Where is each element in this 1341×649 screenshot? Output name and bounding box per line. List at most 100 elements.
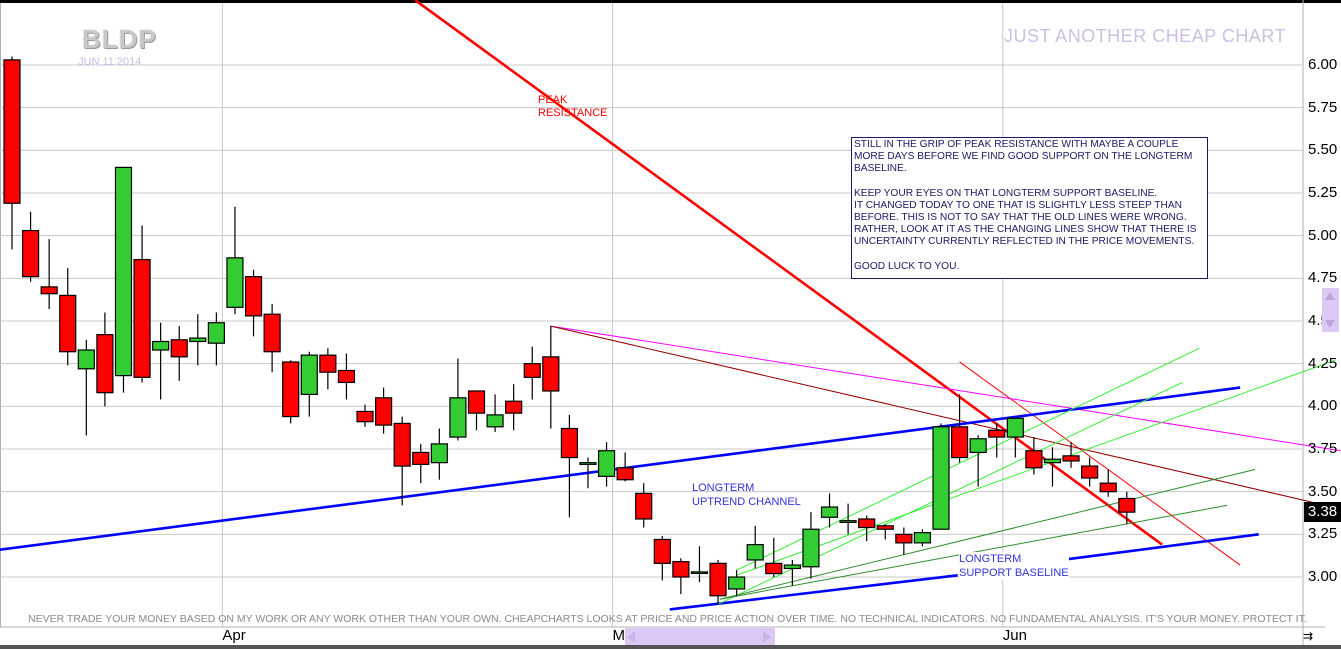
candle-body xyxy=(579,462,597,465)
candle xyxy=(263,303,281,373)
candle xyxy=(672,558,690,595)
candle-body xyxy=(858,518,876,529)
y-tick-label: 6.00 xyxy=(1308,56,1338,73)
candle xyxy=(40,239,58,310)
candle xyxy=(560,414,579,518)
y-tick-label: 4.75 xyxy=(1308,269,1338,287)
candle-body xyxy=(189,337,207,343)
candle xyxy=(486,394,504,432)
label-support-baseline: LONGTERM SUPPORT BASELINE xyxy=(959,552,1069,580)
candle xyxy=(430,428,448,480)
candle xyxy=(300,351,318,417)
candle xyxy=(913,529,932,547)
candle xyxy=(597,442,616,487)
candle xyxy=(152,322,170,400)
horizontal-scrollbar-thumb[interactable] xyxy=(625,628,775,646)
scroll-right-icon[interactable] xyxy=(763,631,771,643)
candle-body xyxy=(950,426,969,459)
candle-body xyxy=(1062,455,1080,462)
y-tick-label: 4.25 xyxy=(1308,354,1338,372)
candle-body xyxy=(709,562,727,597)
vertical-scrollbar-thumb[interactable] xyxy=(1322,288,1339,332)
candle xyxy=(728,570,746,596)
candle xyxy=(932,423,950,530)
candle xyxy=(505,384,523,431)
candle-body xyxy=(244,276,263,317)
candle xyxy=(1118,491,1136,525)
candle-body xyxy=(765,562,783,575)
candle xyxy=(319,348,337,390)
candle xyxy=(412,443,430,484)
candle xyxy=(616,452,634,482)
candle-body xyxy=(263,313,281,353)
scale-toggle-icon[interactable]: ⇉ xyxy=(1303,629,1314,643)
candle-body xyxy=(876,525,894,530)
candle-body xyxy=(728,576,746,590)
candle xyxy=(21,211,40,282)
candle xyxy=(226,206,244,315)
y-tick-label: 3.00 xyxy=(1308,568,1338,585)
candle-body xyxy=(672,561,690,578)
candle-body xyxy=(820,506,839,518)
candle xyxy=(895,527,913,555)
scroll-down-icon[interactable] xyxy=(1325,320,1335,328)
x-tick-label: Jun xyxy=(1002,627,1027,644)
candle-body xyxy=(802,528,820,568)
candle-body xyxy=(932,426,950,530)
candle xyxy=(393,416,411,506)
y-tick-label: 3.25 xyxy=(1308,525,1338,543)
candle-body xyxy=(783,564,801,570)
candle xyxy=(207,312,225,366)
trendline-fan-darkgreen-1 xyxy=(719,469,1256,600)
candle-body xyxy=(969,438,987,454)
candle xyxy=(969,435,987,487)
candle-body xyxy=(505,400,523,414)
candle xyxy=(783,559,801,586)
candle xyxy=(1025,437,1043,475)
candle-body xyxy=(300,354,318,395)
label-uptrend-channel: LONGTERM UPTREND CHANNEL xyxy=(692,482,801,508)
label-peak-resistance: PEAK RESISTANCE xyxy=(538,94,608,119)
candle xyxy=(839,503,857,535)
candle-body xyxy=(523,363,541,378)
candle-body xyxy=(1043,458,1062,464)
candle-body xyxy=(356,410,374,423)
candle-body xyxy=(1118,497,1136,513)
candle-body xyxy=(635,492,653,520)
candle-body xyxy=(207,322,225,344)
candle xyxy=(189,314,207,366)
trendline-resistance-thin xyxy=(959,361,1241,566)
candle xyxy=(820,493,839,528)
note-paragraph: KEEP YOUR EYES ON THAT LONGTERM SUPPORT … xyxy=(854,187,1158,199)
trendline-resistance-magenta xyxy=(550,325,1341,452)
x-tick-label: Apr xyxy=(222,627,246,644)
commentary-box: STILL IN THE GRIP OF PEAK RESISTANCE WIT… xyxy=(851,137,1208,279)
candle xyxy=(876,524,894,540)
chart-date: JUN 11 2014 xyxy=(78,56,142,68)
candle xyxy=(244,269,263,337)
candle-body xyxy=(96,334,114,394)
candle xyxy=(337,353,356,400)
candle xyxy=(3,56,21,250)
note-paragraph: GOOD LUCK TO YOU. xyxy=(854,260,960,272)
candle xyxy=(375,387,393,434)
scroll-left-icon[interactable] xyxy=(627,631,635,643)
candle xyxy=(1043,447,1062,487)
y-tick-label: 4.00 xyxy=(1308,397,1338,415)
scroll-up-icon[interactable] xyxy=(1325,292,1335,300)
candle-body xyxy=(3,59,21,204)
trendlines xyxy=(0,0,1341,611)
candle-body xyxy=(746,543,764,561)
candle-body xyxy=(412,451,430,465)
candle-body xyxy=(1099,482,1117,493)
candle-body xyxy=(467,390,486,414)
y-tick-label: 5.00 xyxy=(1308,226,1338,244)
candle-body xyxy=(226,257,244,308)
candle-body xyxy=(375,397,393,426)
candle-body xyxy=(133,258,151,378)
candle-body xyxy=(988,429,1006,438)
candle-body xyxy=(337,369,356,384)
candle-body xyxy=(542,356,560,392)
